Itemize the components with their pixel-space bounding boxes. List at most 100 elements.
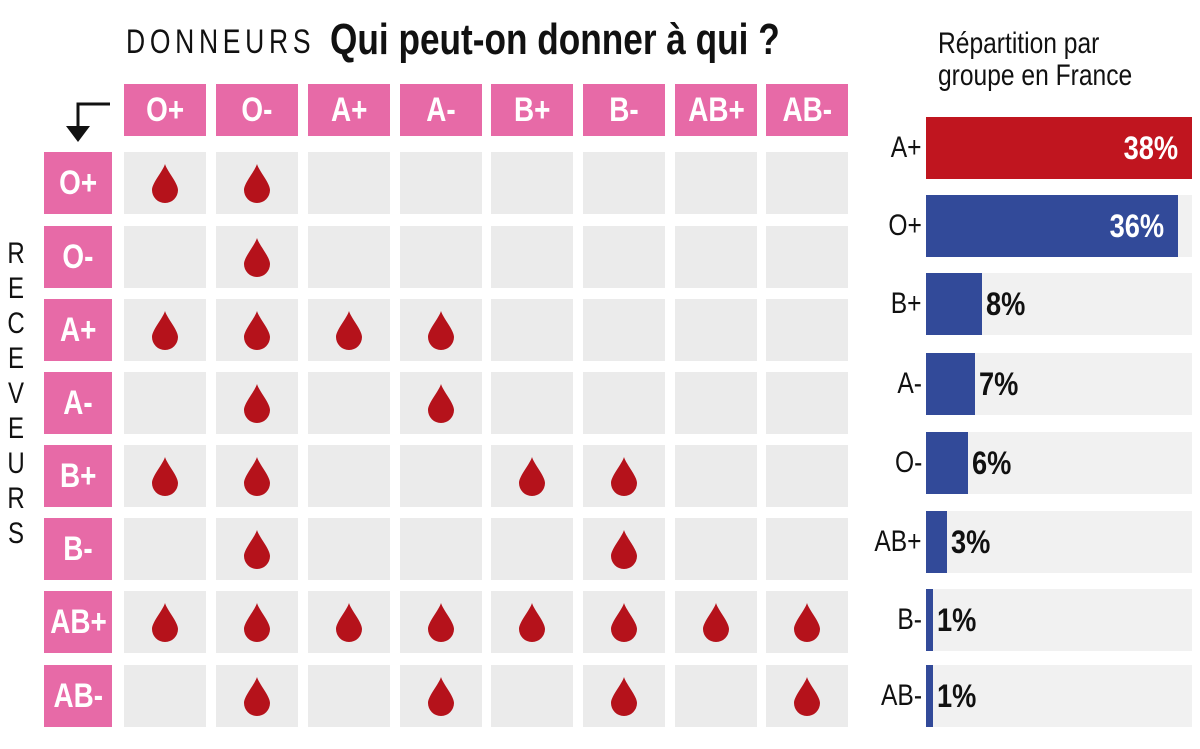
- matrix-cell: [308, 299, 390, 361]
- matrix-cell: [766, 152, 848, 214]
- recipient-header-label: A+: [59, 310, 97, 349]
- bar-track: 1%: [926, 665, 1192, 727]
- recipient-header-label: A-: [63, 383, 93, 422]
- blood-drop-icon: [428, 677, 454, 716]
- blood-drop-icon: [703, 603, 729, 642]
- bar-value-text: 8%: [986, 285, 1026, 322]
- receveurs-letter: S: [7, 517, 25, 550]
- blood-drop-icon: [519, 457, 545, 496]
- recipient-header-label: B+: [59, 456, 97, 495]
- donor-header-label: B-: [609, 90, 639, 129]
- recipient-header: B-: [44, 518, 112, 580]
- matrix-cell: [400, 152, 482, 214]
- bar: [926, 589, 933, 651]
- matrix-cell: [216, 445, 298, 507]
- bar-category-text: A+: [891, 131, 922, 164]
- blood-drop-icon: [244, 238, 270, 277]
- donor-header-label: O-: [241, 90, 273, 129]
- donor-header-label: B+: [513, 90, 551, 129]
- matrix-cell: [491, 518, 573, 580]
- bar: [926, 511, 947, 573]
- matrix-cell: [583, 591, 665, 653]
- matrix-cell: [583, 445, 665, 507]
- receveurs-letter: E: [7, 272, 25, 305]
- bar-value-label: 1%: [937, 665, 983, 727]
- bar-chart-title: Répartition par groupe en France: [938, 27, 1133, 92]
- matrix-cell: [400, 372, 482, 434]
- matrix-cell: [491, 665, 573, 727]
- matrix-cell: [491, 226, 573, 288]
- donor-header: A+: [308, 84, 390, 136]
- matrix-cell: [675, 299, 757, 361]
- recipient-header: O+: [44, 152, 112, 214]
- donor-header: B-: [583, 84, 665, 136]
- bar-category-label: O+: [860, 195, 922, 257]
- matrix-cell: [583, 665, 665, 727]
- blood-drop-icon: [428, 311, 454, 350]
- donor-header: AB-: [766, 84, 848, 136]
- matrix-cell: [400, 445, 482, 507]
- donor-header-label: AB-: [782, 90, 832, 129]
- recipient-header-label: B-: [63, 529, 93, 568]
- bar-track: 1%: [926, 589, 1192, 651]
- donor-header-label: A-: [426, 90, 456, 129]
- bar-category-label: AB-: [860, 665, 922, 727]
- matrix-cell: [583, 518, 665, 580]
- donor-header-label: A+: [330, 90, 368, 129]
- bar-category-text: O+: [888, 209, 922, 242]
- bar-track: 38%: [926, 117, 1192, 179]
- bar: [926, 665, 933, 727]
- matrix-cell: [308, 445, 390, 507]
- page-title: Qui peut-on donner à qui ?: [330, 15, 780, 64]
- blood-drop-icon: [519, 603, 545, 642]
- matrix-cell: [124, 152, 206, 214]
- matrix-cell: [491, 299, 573, 361]
- bar-value-text: 3%: [951, 523, 991, 560]
- matrix-cell: [308, 591, 390, 653]
- matrix-cell: [766, 665, 848, 727]
- bar-category-label: A+: [860, 117, 922, 179]
- matrix-cell: [400, 591, 482, 653]
- matrix-cell: [308, 226, 390, 288]
- blood-drop-icon: [244, 603, 270, 642]
- blood-drop-icon: [611, 603, 637, 642]
- bar-track: 8%: [926, 273, 1192, 335]
- blood-drop-icon: [428, 603, 454, 642]
- bar-category-label: AB+: [860, 511, 922, 573]
- receveurs-letter: R: [7, 482, 25, 515]
- matrix-cell: [583, 226, 665, 288]
- blood-drop-icon: [611, 457, 637, 496]
- blood-drop-icon: [244, 457, 270, 496]
- matrix-cell: [124, 591, 206, 653]
- matrix-cell: [400, 226, 482, 288]
- bar: [926, 195, 1178, 257]
- blood-drop-icon: [794, 603, 820, 642]
- blood-drop-icon: [336, 311, 362, 350]
- bar: [926, 432, 968, 494]
- matrix-cell: [216, 372, 298, 434]
- bar-value-text: 1%: [937, 677, 977, 714]
- matrix-cell: [766, 518, 848, 580]
- receveurs-letter: C: [7, 307, 25, 340]
- receveurs-letter: V: [7, 377, 25, 410]
- matrix-cell: [216, 152, 298, 214]
- matrix-cell: [583, 299, 665, 361]
- matrix-cell: [675, 445, 757, 507]
- recipient-header: A-: [44, 372, 112, 434]
- matrix-cell: [583, 152, 665, 214]
- recipient-header-label: AB+: [49, 602, 107, 641]
- matrix-cell: [583, 372, 665, 434]
- bar-track: 7%: [926, 353, 1192, 415]
- bar-category-text: B+: [891, 287, 922, 320]
- matrix-cell: [216, 591, 298, 653]
- donor-header-label: AB+: [687, 90, 745, 129]
- bar-category-text: AB+: [874, 525, 922, 558]
- bar: [926, 117, 1192, 179]
- bar-value-label: 7%: [979, 353, 1025, 415]
- bar-track: 36%: [926, 195, 1192, 257]
- matrix-cell: [491, 445, 573, 507]
- receveurs-letter: R: [7, 237, 25, 270]
- bar-value-text: 36%: [1109, 207, 1164, 244]
- matrix-cell: [124, 372, 206, 434]
